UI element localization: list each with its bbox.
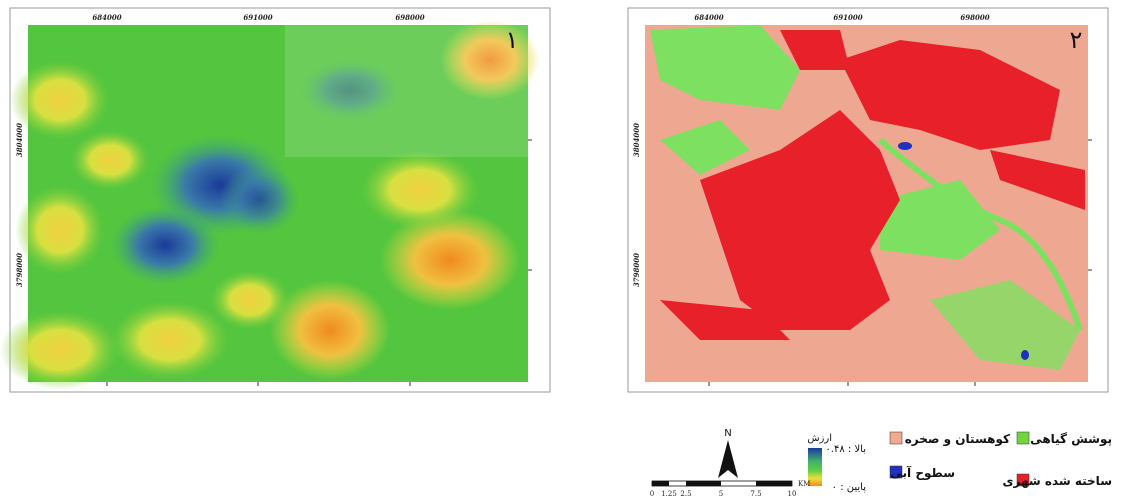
north-arrow xyxy=(718,440,738,478)
class-swatch xyxy=(890,432,902,444)
scale-unit: KM xyxy=(798,480,810,488)
ramp-title: ارزش xyxy=(807,433,832,444)
scale-label: 0 xyxy=(650,490,654,498)
x-tick-label: 684000 xyxy=(92,13,121,22)
scale-label: 2.5 xyxy=(680,490,691,498)
ramp-high: بالا : ۰.۴۸ xyxy=(825,444,866,455)
north-label: N xyxy=(724,428,731,439)
y-tick-label: 3804000 xyxy=(632,123,641,157)
scale-label: 5 xyxy=(719,490,723,498)
x-tick-label: 684000 xyxy=(694,13,723,22)
canvas: پوشش گیاهی کوهستان و صخره ساخته شده شهری… xyxy=(0,0,1121,500)
landuse-map xyxy=(645,25,1088,382)
class-label: سطوح آبی xyxy=(890,465,955,481)
scale-label: 10 xyxy=(788,490,797,498)
class-label: ساخته شده شهری xyxy=(1003,474,1113,488)
y-tick-label: 3798000 xyxy=(632,253,641,287)
x-tick-label: 698000 xyxy=(960,13,989,22)
y-tick-label: 3804000 xyxy=(15,123,24,157)
x-tick-label: 691000 xyxy=(243,13,272,22)
x-tick-label: 698000 xyxy=(395,13,424,22)
scale-label: 7.5 xyxy=(750,490,761,498)
y-tick-label: 3798000 xyxy=(15,253,24,287)
elevation-map xyxy=(0,20,540,390)
x-tick-label: 691000 xyxy=(833,13,862,22)
figure: پوشش گیاهی کوهستان و صخره ساخته شده شهری… xyxy=(0,0,1121,500)
class-label: کوهستان و صخره xyxy=(905,432,1010,447)
class-label: پوشش گیاهی xyxy=(1030,432,1112,447)
map-label: ٢ xyxy=(1070,26,1083,54)
ramp-low: پایین : ۰ xyxy=(832,482,867,493)
map-label: ١ xyxy=(506,26,519,54)
scale-label: 1.25 xyxy=(661,490,677,498)
class-swatch xyxy=(1017,432,1029,444)
